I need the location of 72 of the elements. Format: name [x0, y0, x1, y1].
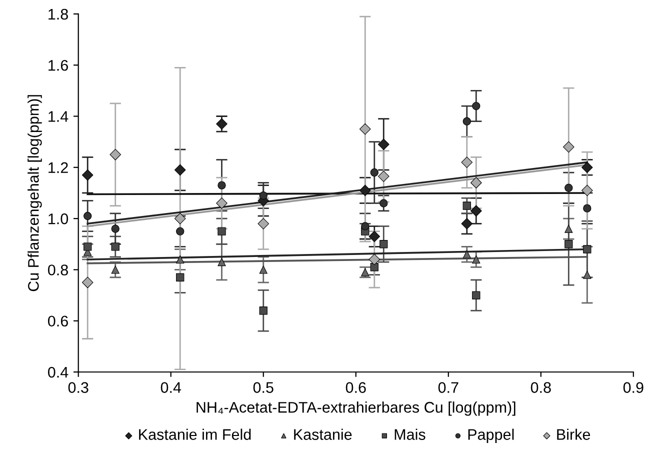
point	[380, 199, 388, 208]
point	[361, 222, 370, 230]
x-tick-label: 0.9	[623, 382, 644, 393]
point	[82, 276, 94, 288]
point	[378, 170, 390, 182]
legend-label: Pappel	[468, 428, 514, 443]
point	[361, 268, 370, 276]
legend-label: Kastanie im Feld	[139, 428, 251, 440]
point	[111, 224, 120, 233]
point	[110, 148, 122, 160]
x-tick-label: 0.5	[253, 382, 274, 393]
point	[462, 202, 471, 210]
point	[84, 242, 92, 251]
point	[472, 291, 480, 300]
point	[259, 266, 268, 274]
x-tick-label: 0.3	[68, 382, 88, 393]
x-tick-label: 0.7	[438, 382, 458, 393]
point	[359, 123, 371, 135]
x-tick-label: 0.8	[530, 382, 551, 393]
point	[562, 141, 574, 153]
point	[111, 242, 120, 251]
point	[176, 227, 184, 236]
point	[583, 245, 592, 254]
point	[359, 184, 371, 196]
x-tick-label: 0.6	[346, 382, 366, 393]
point	[461, 218, 473, 230]
point	[472, 255, 480, 264]
point	[378, 138, 390, 150]
y-tick-label: 1.6	[48, 60, 68, 71]
point	[370, 168, 378, 177]
legend-label: Mais	[394, 428, 426, 440]
point	[218, 227, 226, 236]
point	[583, 204, 592, 212]
y-axis-title: Cu Pflanzengehalt [log(ppm)]	[28, 95, 42, 292]
point	[470, 177, 482, 188]
point	[111, 266, 120, 274]
point	[258, 218, 270, 230]
y-tick-label: 1.4	[48, 111, 68, 122]
point	[176, 273, 184, 282]
y-tick-label: 0.4	[48, 366, 68, 378]
point	[564, 184, 573, 192]
point	[84, 212, 92, 220]
point	[461, 156, 473, 168]
point	[470, 205, 482, 217]
y-tick-label: 0.6	[48, 316, 68, 327]
point	[259, 306, 268, 315]
point	[583, 270, 592, 279]
x-axis-title: NH₄-Acetat-EDTA-extrahierbares Cu [log(ppm)]	[196, 402, 516, 416]
point	[216, 198, 228, 209]
point	[380, 240, 388, 248]
point	[462, 250, 471, 258]
y-tick-label: 0.8	[48, 264, 68, 276]
point	[216, 118, 228, 130]
legend-label: Birke	[557, 428, 590, 440]
point	[368, 230, 380, 242]
point	[462, 117, 471, 126]
y-tick-label: 1.2	[48, 162, 68, 173]
point	[176, 255, 184, 264]
point	[218, 181, 226, 190]
point	[472, 102, 480, 110]
point	[174, 212, 186, 224]
point	[581, 184, 593, 196]
point	[174, 164, 186, 176]
point	[82, 169, 94, 181]
y-tick-label: 1.0	[48, 213, 68, 224]
point	[564, 240, 573, 248]
legend-label: Kastanie	[294, 428, 352, 440]
point	[218, 258, 226, 266]
point	[259, 191, 268, 200]
point	[564, 224, 573, 233]
x-tick-label: 0.4	[160, 382, 182, 393]
y-tick-label: 1.8	[48, 8, 68, 20]
